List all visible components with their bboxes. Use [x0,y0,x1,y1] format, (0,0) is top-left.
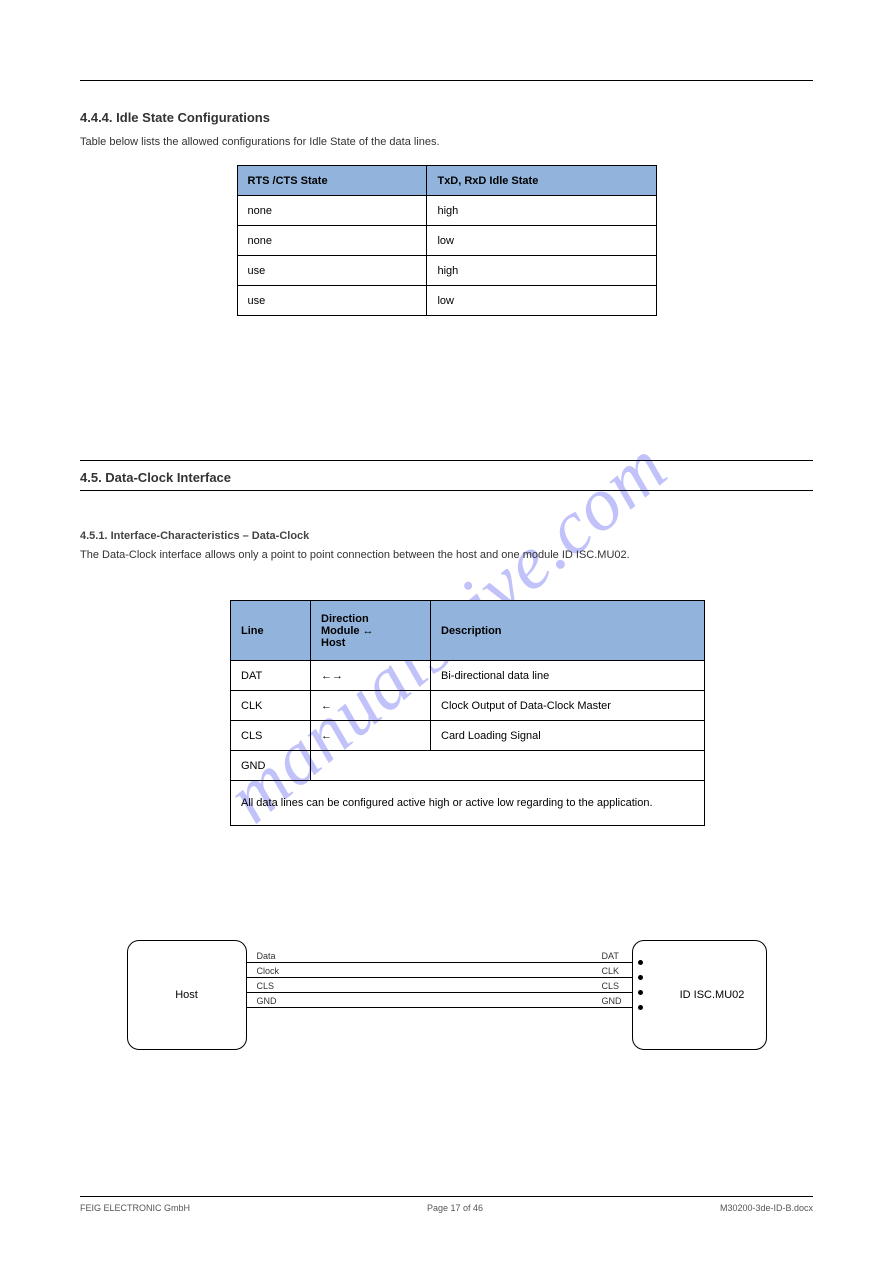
cell: use [237,286,427,316]
cell: Card Loading Signal [431,721,705,751]
diagram-wrap: Host ID ISC.MU02 Data DAT Clock CLK CLS … [80,900,813,1070]
separator-rule-2 [80,490,813,491]
cell: use [237,256,427,286]
wire-line [247,992,632,993]
intro-idle-state: Table below lists the allowed configurat… [80,135,813,150]
cell: ← [311,691,431,721]
cell: CLK [231,691,311,721]
table-idle-state-wrap: RTS /CTS State TxD, RxD Idle State none … [80,165,813,316]
table-idle-state: RTS /CTS State TxD, RxD Idle State none … [237,165,657,316]
separator-rule-1 [80,460,813,461]
cell: low [427,286,656,316]
table-row: CLS ← Card Loading Signal [231,721,705,751]
table-row: none high [237,196,656,226]
col-direction: Direction Module ↔ Host [311,601,431,661]
section-idle-state: 4.4.4. Idle State Configurations Table b… [80,110,813,150]
wire-label-right: CLK [602,965,620,977]
table-signals: Line Direction Module ↔ Host Description… [230,600,705,826]
page: manualshive.com 4.4.4. Idle State Config… [0,0,893,1263]
wire-label-right: CLS [602,980,620,992]
cell: low [427,226,656,256]
section-data-clock: 4.5. Data-Clock Interface [80,470,813,485]
cell-footer-note: All data lines can be configured active … [231,781,705,826]
wire-line [247,977,632,978]
wire-line [247,962,632,963]
wire-label-right: GND [602,995,622,1007]
col-idle-state: TxD, RxD Idle State [427,166,656,196]
table-row: DAT ←→ Bi-directional data line [231,661,705,691]
block-diagram: Host ID ISC.MU02 Data DAT Clock CLK CLS … [127,930,767,1070]
subheading-characteristics: 4.5.1. Interface-Characteristics – Data-… [80,530,813,542]
cell: high [427,256,656,286]
col-rts-cts: RTS /CTS State [237,166,427,196]
cell: DAT [231,661,311,691]
intro-characteristics: The Data-Clock interface allows only a p… [80,548,813,563]
wire-dot [638,975,643,980]
wire-dot [638,990,643,995]
wire-label-left: CLS [257,980,275,992]
cell: Bi-directional data line [431,661,705,691]
cell [311,751,705,781]
wire-line [247,1007,632,1008]
footer-center: Page 17 of 46 [427,1203,483,1213]
top-rule [80,80,813,81]
table-row: All data lines can be configured active … [231,781,705,826]
node-module: ID ISC.MU02 [632,940,767,1050]
col-description: Description [431,601,705,661]
col-line: Line [231,601,311,661]
table-row: use low [237,286,656,316]
wire-label-left: Clock [257,965,280,977]
footer-rule [80,1196,813,1197]
wire-label-right: DAT [602,950,619,962]
table-row: RTS /CTS State TxD, RxD Idle State [237,166,656,196]
wire-label-left: GND [257,995,277,1007]
table-row: none low [237,226,656,256]
wire-label-left: Data [257,950,276,962]
cell: high [427,196,656,226]
heading-data-clock: 4.5. Data-Clock Interface [80,470,813,485]
cell: ← [311,721,431,751]
footer-row: FEIG ELECTRONIC GmbH Page 17 of 46 M3020… [80,1203,813,1213]
wire-dot [638,960,643,965]
footer-right: M30200-3de-ID-B.docx [720,1203,813,1213]
cell: none [237,196,427,226]
wire-dot [638,1005,643,1010]
cell: Clock Output of Data-Clock Master [431,691,705,721]
node-host: Host [127,940,247,1050]
cell: none [237,226,427,256]
heading-idle-state: 4.4.4. Idle State Configurations [80,110,813,125]
subsection-characteristics: 4.5.1. Interface-Characteristics – Data-… [80,530,813,563]
table-row: use high [237,256,656,286]
cell: ←→ [311,661,431,691]
cell: GND [231,751,311,781]
table-row: GND [231,751,705,781]
table-signals-wrap: Line Direction Module ↔ Host Description… [80,600,813,826]
cell: CLS [231,721,311,751]
footer-left: FEIG ELECTRONIC GmbH [80,1203,190,1213]
table-row: Line Direction Module ↔ Host Description [231,601,705,661]
table-row: CLK ← Clock Output of Data-Clock Master [231,691,705,721]
page-footer: FEIG ELECTRONIC GmbH Page 17 of 46 M3020… [80,1196,813,1213]
